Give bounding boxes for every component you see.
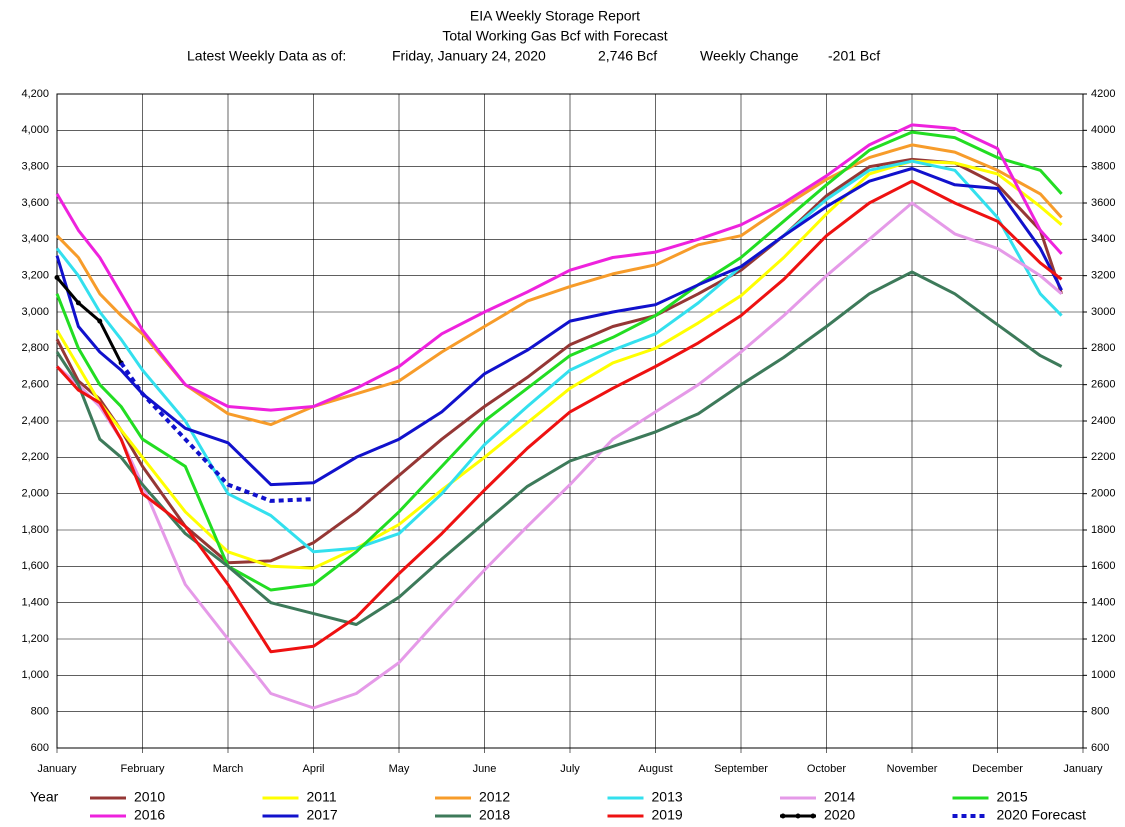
x-tick-label: June (473, 763, 497, 775)
series-line (55, 130, 1063, 592)
x-tick-label: May (389, 763, 410, 775)
x-tick-label: January (1063, 763, 1103, 775)
y-tick-label: 3,600 (21, 197, 49, 209)
y-tick-label: 2,400 (21, 415, 49, 427)
y-tick-label: 1,200 (21, 633, 49, 645)
y-tick-label: 600 (31, 742, 49, 754)
y2-tick-label: 3400 (1091, 233, 1115, 245)
y2-tick-label: 1600 (1091, 560, 1115, 572)
header-date: Friday, January 24, 2020 (392, 48, 546, 64)
series-line (55, 159, 1063, 554)
legend-marker (810, 813, 816, 819)
plot-border (56, 93, 1084, 749)
legend-title: Year (30, 789, 59, 805)
y-tick-label: 2,000 (21, 488, 49, 500)
y2-tick-label: 600 (1091, 742, 1109, 754)
x-tick-label: November (887, 763, 938, 775)
y-tick-label: 1,000 (21, 669, 49, 681)
y2-tick-label: 3800 (1091, 161, 1115, 173)
y-tick-label: 2,200 (21, 451, 49, 463)
y-tick-label: 1,400 (21, 597, 49, 609)
y2-tick-label: 3200 (1091, 270, 1115, 282)
x-tick-label: July (560, 763, 580, 775)
y-tick-label: 800 (31, 706, 49, 718)
y-tick-label: 2,600 (21, 379, 49, 391)
y-tick-label: 3,800 (21, 161, 49, 173)
point (97, 318, 103, 324)
x-tick-label: January (37, 763, 77, 775)
series-line (56, 201, 1063, 710)
y-tick-label: 3,000 (21, 306, 49, 318)
y2-tick-label: 3600 (1091, 197, 1115, 209)
y2-tick-label: 2600 (1091, 379, 1115, 391)
header-label: Latest Weekly Data as of: (187, 48, 346, 64)
y2-tick-label: 3000 (1091, 306, 1115, 318)
y-tick-label: 2,800 (21, 342, 49, 354)
y-tick-label: 4,000 (21, 124, 49, 136)
y2-tick-label: 1200 (1091, 633, 1115, 645)
header-change-label: Weekly Change (700, 48, 799, 64)
legend-label: 2019 (652, 807, 683, 823)
y2-tick-label: 1400 (1091, 597, 1115, 609)
legend-label: 2020 Forecast (997, 807, 1087, 823)
x-tick-label: December (972, 763, 1023, 775)
y-tick-label: 3,200 (21, 270, 49, 282)
series-line (55, 123, 1063, 412)
series-line (55, 179, 1063, 654)
chart-title: EIA Weekly Storage Report (470, 8, 640, 24)
legend-label: 2013 (652, 789, 683, 805)
point (54, 274, 60, 280)
series-line (55, 143, 1063, 427)
header-change: -201 Bcf (828, 48, 880, 64)
y-tick-label: 4,200 (21, 88, 49, 100)
series-line (55, 157, 1064, 565)
x-tick-label: February (120, 763, 165, 775)
legend-label: 2012 (479, 789, 510, 805)
y-tick-label: 1,800 (21, 524, 49, 536)
header-storage: 2,746 Bcf (598, 48, 657, 64)
legend-label: 2017 (307, 807, 338, 823)
legend-label: 2014 (824, 789, 855, 805)
y2-tick-label: 4000 (1091, 124, 1115, 136)
legend-label: 2010 (134, 789, 165, 805)
y2-tick-label: 1800 (1091, 524, 1115, 536)
legend-marker (795, 813, 801, 819)
y-tick-label: 3,400 (21, 233, 49, 245)
y-tick-label: 1,600 (21, 560, 49, 572)
x-tick-label: August (638, 763, 672, 775)
series-line (55, 270, 1063, 626)
y2-tick-label: 2000 (1091, 488, 1115, 500)
x-tick-label: April (302, 763, 324, 775)
y2-tick-label: 800 (1091, 706, 1109, 718)
legend-label: 2016 (134, 807, 165, 823)
x-tick-label: March (213, 763, 244, 775)
legend-label: 2018 (479, 807, 510, 823)
series-line (55, 167, 1063, 487)
legend-label: 2020 (824, 807, 855, 823)
x-tick-label: October (807, 763, 846, 775)
chart-subtitle: Total Working Gas Bcf with Forecast (442, 28, 667, 44)
legend-label: 2011 (307, 789, 337, 805)
x-tick-label: September (714, 763, 768, 775)
y2-tick-label: 2200 (1091, 451, 1115, 463)
y2-tick-label: 2800 (1091, 342, 1115, 354)
series-line (55, 276, 123, 364)
legend-marker (780, 813, 786, 819)
point (75, 300, 81, 306)
legend-label: 2015 (997, 789, 1028, 805)
y2-tick-label: 4200 (1091, 88, 1115, 100)
y2-tick-label: 2400 (1091, 415, 1115, 427)
y2-tick-label: 1000 (1091, 669, 1115, 681)
series-line (119, 361, 314, 503)
